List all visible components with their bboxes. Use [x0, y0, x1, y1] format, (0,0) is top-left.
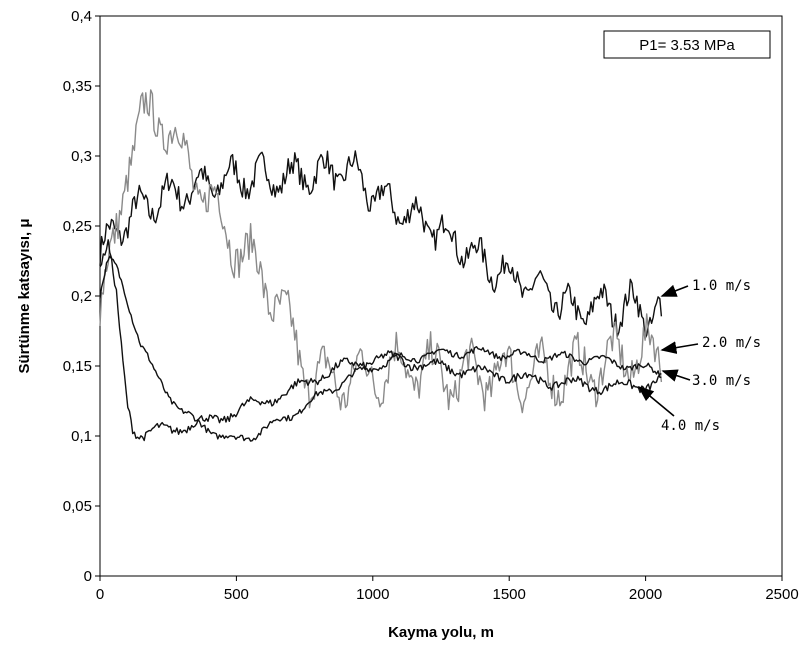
annotation-arrow-1: [660, 284, 689, 297]
legend-box: [603, 30, 771, 59]
annotation-arrow-3: [661, 369, 691, 382]
annotation-arrow-2: [660, 341, 699, 354]
annotation-label-1: 1.0 m/s: [692, 278, 751, 294]
annotation-label-2: 2.0 m/s: [702, 335, 761, 351]
y-axis-ticks: 0 0,05 0,1 0,15 0,2 0,25 0,3 0,35 0,4: [63, 8, 100, 585]
x-axis-ticks: 0 500 1000 1500 2000 2500: [96, 576, 799, 603]
series-line-1-0-m-s: [99, 150, 663, 339]
y-tick-label: 0,2: [71, 288, 92, 305]
series-lines: [99, 89, 663, 442]
y-tick-label: 0,35: [63, 78, 92, 95]
y-tick-label: 0,3: [71, 148, 92, 165]
x-tick-label: 1500: [493, 586, 526, 603]
y-tick-label: 0,05: [63, 498, 92, 515]
legend: P1= 3.53 MPa: [603, 30, 771, 59]
x-tick-label: 2500: [765, 586, 798, 603]
annotation-label-4: 4.0 m/s: [661, 418, 720, 434]
series-line-3-0-m-s: [99, 255, 662, 442]
x-tick-label: 0: [96, 586, 104, 603]
y-tick-label: 0,25: [63, 218, 92, 235]
plot-area-frame: [99, 15, 783, 577]
x-tick-label: 500: [224, 586, 249, 603]
series-line-4-0-m-s: [99, 239, 662, 442]
series-annotations: 1.0 m/s 2.0 m/s 3.0 m/s 4.0 m/s: [637, 278, 761, 434]
legend-text: P1= 3.53 MPa: [639, 37, 735, 54]
annotation-label-3: 3.0 m/s: [692, 373, 751, 389]
x-axis-title: Kayma yolu, m: [388, 624, 494, 641]
x-tick-label: 1000: [356, 586, 389, 603]
y-tick-label: 0,15: [63, 358, 92, 375]
x-tick-label: 2000: [629, 586, 662, 603]
annotation-arrow-4: [637, 385, 675, 417]
series-line-2-0-m-s: [99, 89, 663, 414]
y-tick-label: 0,1: [71, 428, 92, 445]
y-tick-label: 0: [84, 568, 92, 585]
y-axis-title: Sürtünme katsayısı, μ: [16, 218, 33, 373]
y-tick-label: 0,4: [71, 8, 92, 25]
